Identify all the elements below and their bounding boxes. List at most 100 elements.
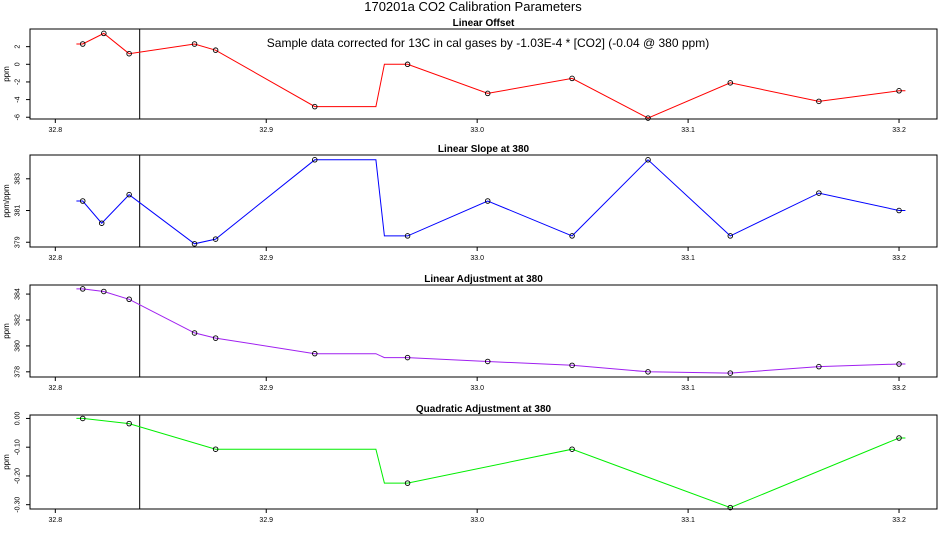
y-axis-label: ppm [2,454,11,470]
data-point [484,90,491,97]
chart-panels: Linear Offset ppm 2 0 -2 -4 -6 32.8 32.9 33.0 33.1… [2,18,938,524]
y-tick-label: -0.30 [14,497,21,513]
y-tick-label: 0.00 [14,412,21,426]
plot-frame [29,414,938,510]
data-point [79,198,86,204]
data-point [212,335,219,341]
data-point [312,157,318,163]
x-tick-label: 33.0 [470,385,484,392]
panel-title: Linear Adjustment at 380 [424,274,543,285]
data-point [79,286,86,292]
y-tick-label: -0.20 [14,468,21,484]
x-tick-label: 32.8 [48,127,62,134]
y-tick-label: 382 [14,314,21,326]
data-point [569,75,575,82]
data-point [191,241,198,247]
data-point [312,103,318,110]
plot-frame [29,284,938,378]
y-axis-label: ppm [2,66,11,82]
data-point [212,236,219,242]
y-tick-label: 380 [14,340,21,352]
correction-annotation: Sample data corrected for 13C in cal gas… [267,36,709,50]
data-point [816,98,822,105]
panel-title: Quadratic Adjustment at 380 [416,404,552,415]
data-point [98,220,105,226]
data-point [484,198,491,204]
x-tick-label: 33.2 [892,517,906,524]
y-tick-label: 378 [14,366,21,378]
x-tick-label: 33.1 [681,517,695,524]
data-point [896,361,902,367]
y-tick-label: 384 [14,288,21,300]
data-point [101,288,107,295]
data-point [126,50,132,57]
data-point [404,480,411,486]
data-point [484,358,491,365]
data-point [126,191,132,198]
x-tick-label: 33.1 [681,385,695,392]
y-tick-label: -4 [14,96,21,102]
x-tick-label: 33.2 [892,385,906,392]
data-point [212,47,219,53]
panel-title: Linear Slope at 380 [438,144,530,155]
plot-frame [29,154,938,248]
data-point [727,233,734,239]
data-point [212,446,219,452]
y-tick-label: 0 [14,62,21,66]
y-tick-label: -2 [14,79,21,85]
data-point [896,88,902,94]
data-point [645,157,651,163]
data-point [896,207,902,214]
data-point [816,363,822,370]
x-tick-label: 33.0 [470,517,484,524]
chart-panel-4: Quadratic Adjustment at 380 ppm 0.00 -0.10 -… [2,404,938,524]
data-point [126,296,132,303]
chart-panel-3: Linear Adjustment at 380 ppm 384 382 380 378 3… [2,274,938,392]
data-point [569,362,575,369]
y-axis-label: ppm/ppm [2,184,11,218]
data-point [727,504,734,511]
x-tick-label: 33.1 [681,127,695,134]
x-tick-label: 33.2 [892,255,906,262]
data-point [191,330,198,336]
x-tick-label: 33.1 [681,255,695,262]
data-point [816,190,822,196]
data-point [404,61,411,68]
x-tick-label: 32.8 [48,255,62,262]
x-tick-label: 32.9 [259,127,273,134]
data-point [645,369,651,375]
y-tick-label: 2 [14,45,21,49]
data-point [79,415,86,422]
y-tick-label: -6 [14,114,21,120]
x-tick-label: 33.2 [892,127,906,134]
data-point [896,435,902,441]
data-point [191,41,198,47]
y-tick-label: 379 [14,236,21,248]
x-tick-label: 32.9 [259,255,273,262]
y-axis-label: ppm [2,323,11,339]
chart-panel-1: Linear Offset ppm 2 0 -2 -4 -6 32.8 32.9 33.0 33.1… [2,18,938,134]
x-tick-label: 32.9 [259,517,273,524]
data-point [645,115,651,121]
data-point [312,350,318,357]
data-point [404,233,411,239]
data-point [569,233,575,239]
y-tick-label: 381 [14,205,21,217]
data-point [569,446,575,452]
data-point [126,420,132,427]
figure-title: 170201a CO2 Calibration Parameters [364,0,582,14]
x-tick-label: 32.8 [48,517,62,524]
series-line [76,417,906,509]
data-point [727,80,734,86]
x-tick-label: 33.0 [470,255,484,262]
data-point [101,30,107,37]
y-tick-label: -0.10 [14,439,21,455]
y-tick-label: 383 [14,173,21,185]
x-tick-label: 33.0 [470,127,484,134]
x-tick-label: 32.8 [48,385,62,392]
series-line [76,32,906,119]
data-point [404,354,411,361]
panel-title: Linear Offset [453,18,515,29]
